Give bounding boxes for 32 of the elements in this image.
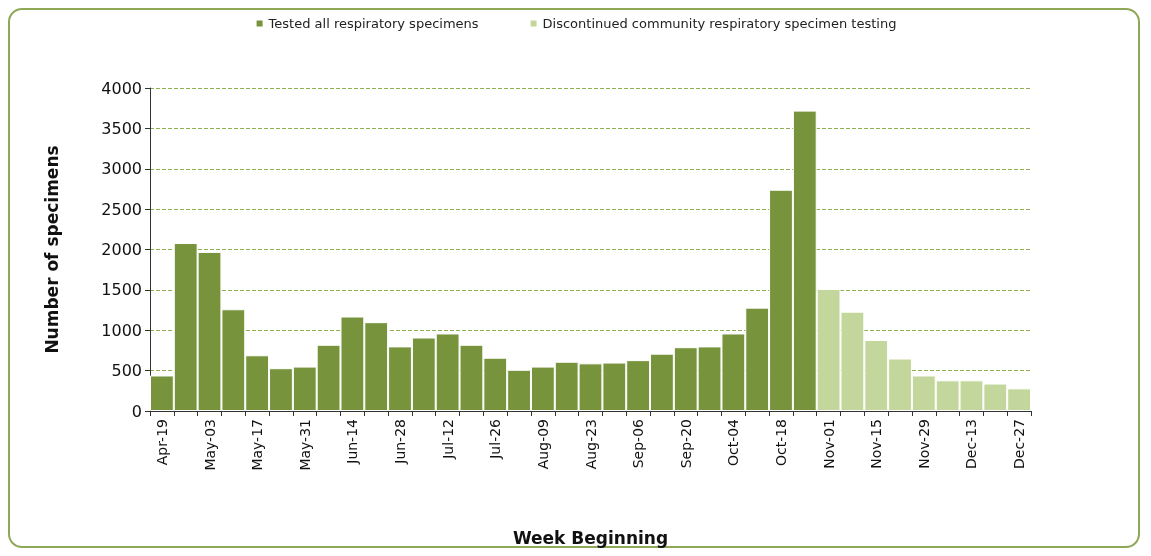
y-tick-label: 2500 — [101, 199, 142, 219]
x-tick-label: Dec-27 — [1011, 419, 1028, 469]
y-tick-label: 1500 — [101, 280, 142, 300]
x-tick-label: Oct-18 — [772, 419, 789, 467]
x-tick-label: May-03 — [201, 419, 218, 471]
x-tick-label: Sep-20 — [677, 419, 694, 469]
x-tick-label: Aug-23 — [582, 419, 599, 470]
x-tick-label: Jun-14 — [344, 418, 361, 465]
y-tick-label: 0 — [131, 401, 142, 421]
x-tick-label: Dec-13 — [963, 419, 980, 469]
y-axis-title: Number of specimens — [41, 145, 62, 354]
y-tick-label: 4000 — [101, 78, 142, 98]
x-tick-label: May-17 — [249, 419, 266, 471]
y-tick-label: 3000 — [101, 159, 142, 179]
y-tick-label: 500 — [111, 361, 142, 381]
x-tick-label: Oct-04 — [725, 418, 742, 467]
x-tick-label: Jul-26 — [487, 418, 504, 460]
x-tick-label: Jul-12 — [439, 419, 456, 460]
x-tick-label: Nov-01 — [820, 419, 837, 469]
x-tick-label: Aug-09 — [534, 419, 551, 470]
y-tick-label: 2000 — [101, 240, 142, 259]
x-tick-label: Apr-19 — [153, 419, 170, 466]
y-tick-label: 1000 — [101, 320, 142, 340]
x-tick-label: Sep-06 — [630, 418, 647, 469]
x-tick-label: Nov-15 — [868, 419, 885, 469]
y-tick-label: 3500 — [101, 118, 142, 138]
legend-label: Tested all respiratory specimens — [267, 16, 479, 31]
x-axis-title: Week Beginning — [512, 527, 669, 548]
x-tick-label: Nov-29 — [915, 419, 932, 469]
x-tick-label: May-31 — [296, 419, 313, 471]
legend-label: Discontinued community respiratory specimen testing — [542, 16, 897, 31]
x-tick-label: Jun-28 — [392, 419, 409, 465]
